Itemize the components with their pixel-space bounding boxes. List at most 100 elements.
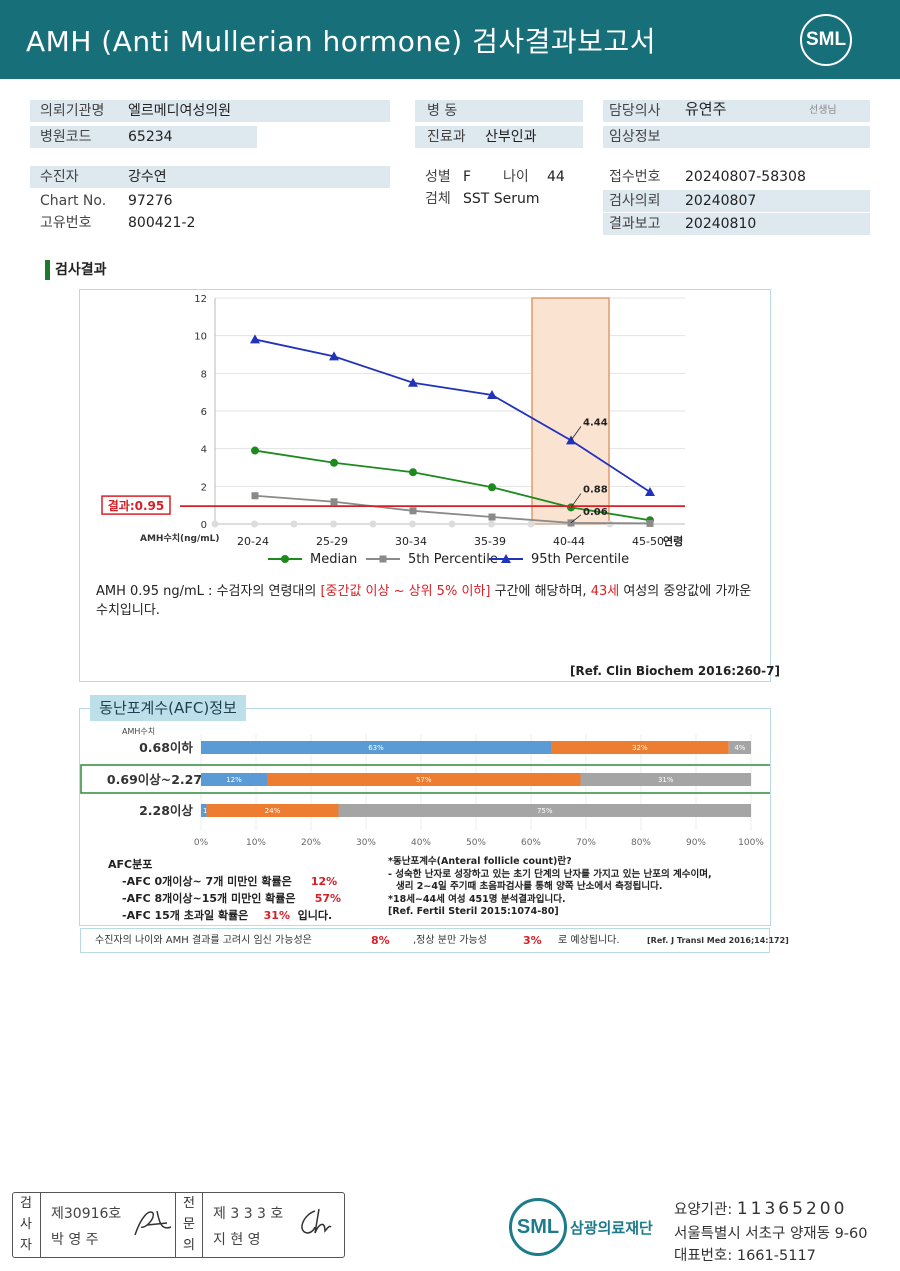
afc-def-4: *18세~44세 여성 451명 분석결과입니다.	[388, 893, 566, 905]
doctor-suffix: 선생님	[809, 105, 837, 116]
sex-label: 성별	[425, 169, 451, 185]
p5-point	[409, 507, 417, 515]
annotation-leader	[570, 493, 582, 508]
y-tick-label: 4	[201, 445, 207, 456]
chart-reference: [Ref. Clin Biochem 2016:260-7]	[570, 664, 780, 678]
afc-x-tick: 90%	[686, 838, 706, 848]
p5-point	[251, 492, 259, 500]
legend-label: 5th Percentile	[408, 552, 498, 567]
footer-logo-icon: SML	[509, 1198, 567, 1256]
x-tick-label: 40-44	[553, 535, 585, 548]
pregnancy-probability: 8%	[371, 934, 390, 947]
median-point	[409, 468, 417, 477]
x-axis-dot	[251, 520, 258, 528]
x-axis-dot	[448, 520, 456, 528]
legend-marker	[281, 555, 289, 563]
afc-distribution-notes: AFC분포 -AFC 0개이상~ 7개 미만인 확률은 12% -AFC 8개이…	[108, 856, 341, 924]
x-tick-label: 30-34	[395, 535, 427, 548]
footer-phone-value: 1661-5117	[736, 1248, 816, 1264]
specialist-signature-icon	[301, 1208, 332, 1234]
chart-label: Chart No.	[40, 193, 107, 209]
p95-point	[250, 334, 260, 344]
desc-part-3: 구간에 해당하며,	[490, 584, 591, 599]
ward-label: 병 동	[427, 103, 458, 119]
annotation-label: 4.44	[583, 417, 608, 428]
afc-bar-label: 31%	[658, 776, 674, 784]
age-label: 나이	[503, 169, 529, 185]
annotation-label: 0.06	[583, 507, 608, 518]
dept-value: 산부인과	[485, 129, 537, 145]
annotation-leader	[570, 514, 582, 524]
info-request-row: 검사의뢰 20240807	[603, 190, 870, 212]
clinical-label: 임상정보	[609, 129, 661, 145]
info-hospital-code-row: 병원코드 65234	[30, 126, 257, 148]
series-line-5th-percentile	[254, 494, 651, 525]
afc-bar-segment	[551, 741, 729, 754]
afc-x-tick: 80%	[631, 838, 651, 848]
footer-org-name: 삼광의료재단	[570, 1219, 653, 1237]
info-id-row: 고유번호 800421-2	[30, 212, 390, 234]
inspector-number: 제30916호	[51, 1206, 122, 1222]
dept-label: 진료과	[427, 129, 466, 145]
report-header: AMH (Anti Mullerian hormone) 검사결과보고서 SML	[0, 0, 900, 79]
afc-x-tick: 10%	[246, 838, 266, 848]
afc-bar-segment	[267, 773, 581, 786]
legend-marker	[379, 555, 387, 563]
legend-label: Median	[310, 552, 357, 567]
afc-x-tick: 70%	[576, 838, 596, 848]
prognosis-bar: 수진자의 나이와 AMH 결과를 고려시 임신 가능성은 8% ,정상 분만 가…	[80, 928, 789, 953]
afc-definition: *동난포계수(Anteral follicle count)란? - 성숙한 난…	[388, 856, 712, 919]
highlight-band	[531, 297, 610, 525]
prognosis-text-1: 수진자의 나이와 AMH 결과를 고려시 임신 가능성은	[95, 935, 312, 946]
afc-note-1-value: 12%	[310, 875, 338, 888]
result-label: 결과:0.95	[108, 498, 165, 513]
sex-value: F	[463, 169, 472, 185]
x-tick-label: 45-50	[632, 535, 664, 548]
hospital-code-value: 65234	[128, 129, 173, 145]
x-tick-label: 25-29	[316, 535, 348, 548]
x-axis-dot	[527, 520, 535, 528]
afc-bar-segment	[728, 741, 751, 754]
afc-row-label: 0.68이하	[139, 740, 193, 755]
p95-point	[645, 486, 655, 496]
footer-code-value: 11365200	[736, 1199, 848, 1219]
afc-amh-label: AMH수치	[122, 727, 155, 736]
annotation-label: 0.88	[583, 484, 608, 495]
sig-divider-1	[40, 1193, 41, 1257]
afc-stacked-bar-chart: 0% 10% 20% 30% 40% 50% 60% 70% 80% 90% 100% AMH수치 0.…	[80, 727, 770, 848]
afc-x-tick: 0%	[194, 838, 209, 848]
x-tick-label: 20-24	[237, 535, 269, 548]
afc-note-3: -AFC 15개 초과일 확률은 31% 입니다.	[108, 907, 341, 924]
info-specimen-row: 검체 SST Serum	[425, 188, 585, 210]
info-sex-age-row: 성별 F 나이 44	[425, 166, 585, 188]
afc-def-1: *동난포계수(Anteral follicle count)란?	[388, 856, 572, 867]
age-value: 44	[547, 169, 565, 185]
afc-bar-label: 63%	[368, 744, 384, 752]
median-point	[251, 446, 259, 455]
annotation-leader	[570, 426, 582, 441]
info-patient-row: 수진자 강수연	[30, 166, 390, 188]
result-label-box	[101, 495, 171, 515]
report-label: 결과보고	[609, 216, 661, 232]
y-tick-label: 10	[194, 332, 207, 343]
inspector-name: 박 영 주	[51, 1232, 99, 1248]
id-label: 고유번호	[40, 215, 92, 231]
request-label: 검사의뢰	[609, 193, 661, 209]
p95-point	[487, 389, 497, 399]
info-clinical-row: 임상정보	[603, 126, 870, 148]
amh-line-chart: 0 2 4 6 8 10 12 20-24 25-29 30-34 35-39 40-44 45-50 연…	[101, 294, 685, 567]
afc-def-3: 생리 2~4일 주기때 초음파검사를 통해 양쪽 난소에서 측정됩니다.	[396, 881, 663, 892]
y-tick-label: 12	[194, 294, 207, 305]
afc-row-label: 0.69이상~2.27이하	[107, 772, 226, 787]
info-report-row: 결과보고 20240810	[603, 213, 870, 235]
afc-bar-label: 12%	[226, 776, 242, 784]
afc-note-3-text: -AFC 15개 초과일 확률은	[122, 909, 249, 922]
info-doctor-row: 담당의사 유연주 선생님	[603, 100, 870, 122]
afc-def-2: - 성숙한 난자로 성장하고 있는 초기 단계의 난자를 가지고 있는 난포의 …	[388, 868, 712, 880]
footer-address: 서울특별시 서초구 양재동 9-60	[674, 1226, 868, 1242]
info-dept-row: 진료과 산부인과	[415, 126, 583, 148]
afc-x-tick: 100%	[738, 838, 764, 848]
x-axis-dot	[330, 520, 337, 528]
median-point	[488, 483, 496, 492]
